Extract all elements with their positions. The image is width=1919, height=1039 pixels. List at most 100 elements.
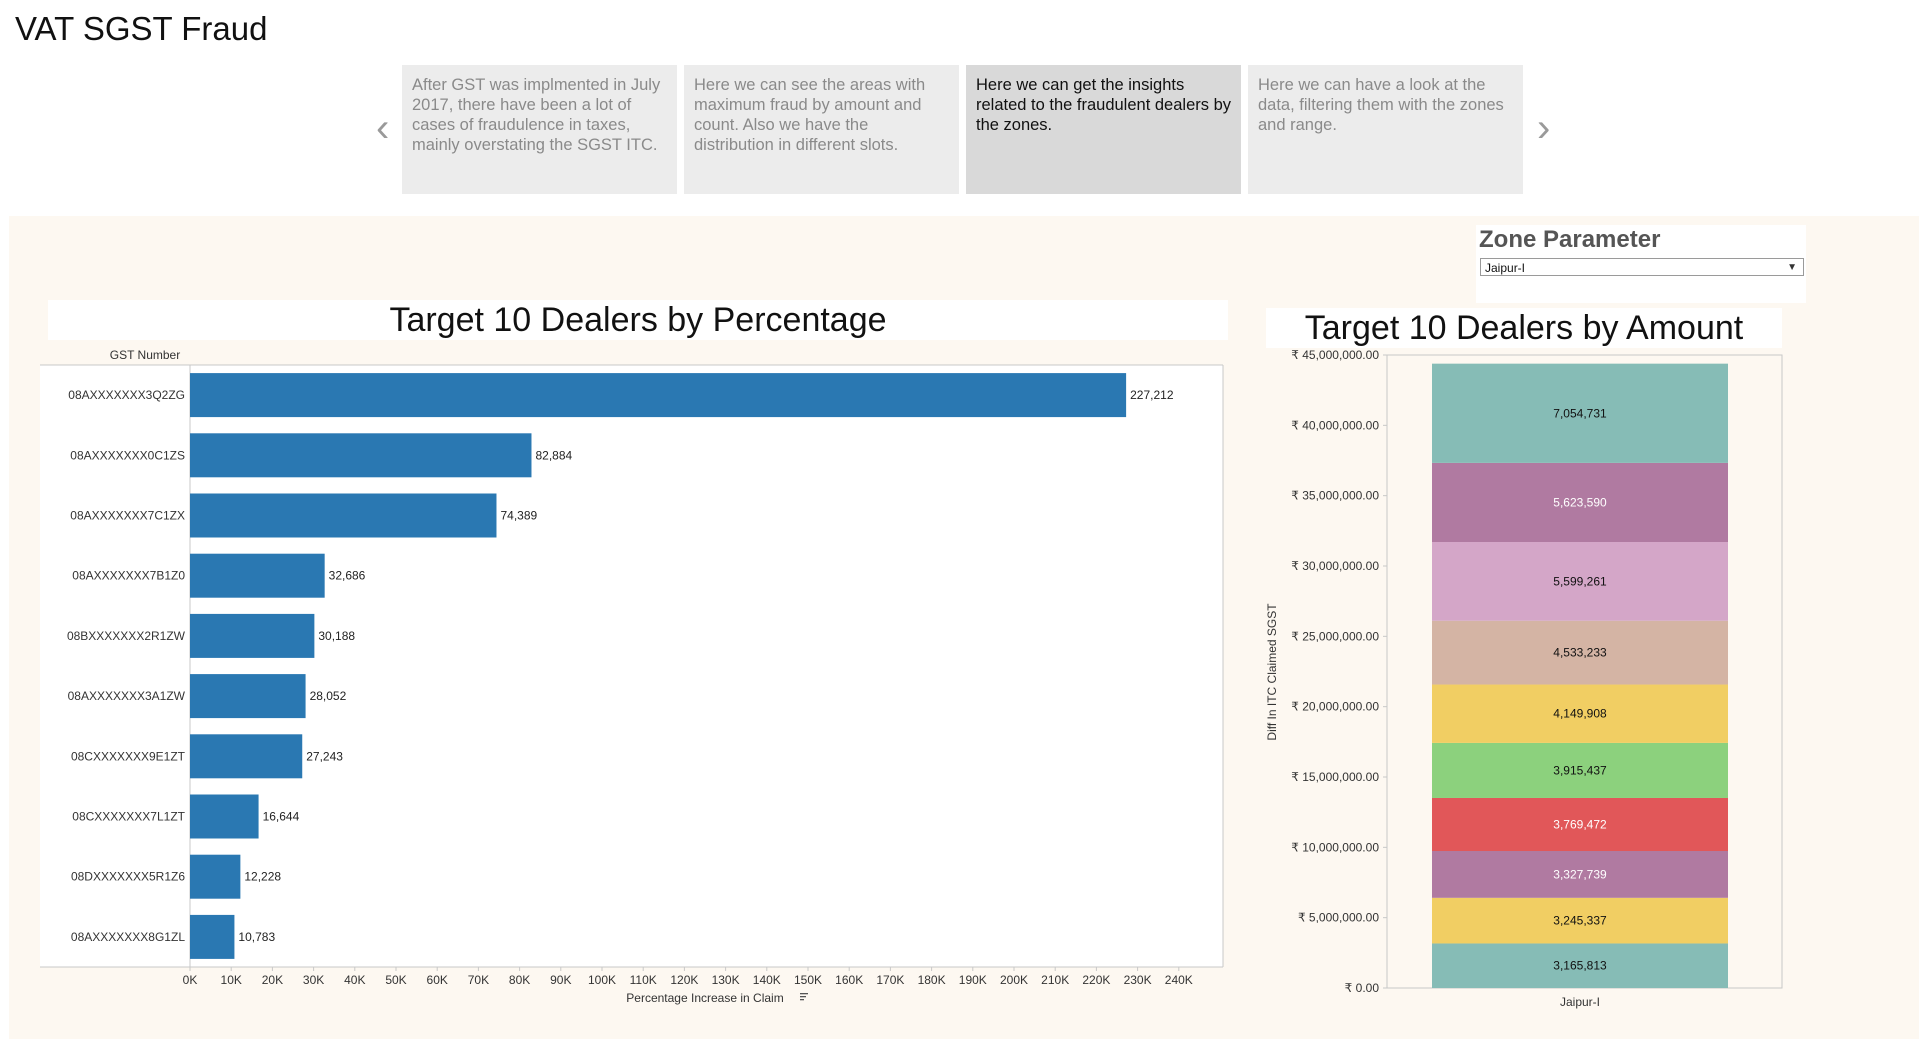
x-tick-label: 40K [344,973,365,987]
stack-segment [1432,943,1728,988]
data-label: 12,228 [244,870,281,884]
percentage-chart-title: Target 10 Dealers by Percentage [48,300,1228,340]
bar [190,373,1127,418]
y-tick-label: ₹ 40,000,000.00 [1291,418,1379,432]
stack-segment [1432,797,1728,852]
sort-icon [800,993,808,1001]
x-tick-label: 100K [588,973,616,987]
segment-label: 3,915,437 [1553,763,1607,777]
category-label: 08AXXXXXXX3Q2ZG [68,388,185,402]
chevron-left-icon[interactable]: ‹ [376,106,390,150]
y-tick-label: ₹ 30,000,000.00 [1291,559,1379,573]
bar [190,914,235,959]
data-label: 32,686 [329,569,366,583]
bar [190,854,241,899]
category-label: 08AXXXXXXX7C1ZX [70,509,185,523]
x-tick-label: 0K [183,973,198,987]
story-point-text: Here we can get the insights related to … [976,76,1232,134]
stack-segment [1432,363,1728,463]
x-tick-label: 200K [1000,973,1028,987]
x-tick-label: 130K [712,973,740,987]
x-tick-label: 220K [1082,973,1110,987]
category-label: 08AXXXXXXX0C1ZS [70,448,185,462]
segment-label: 4,149,908 [1553,707,1607,721]
x-tick-label: 210K [1041,973,1069,987]
page-title: VAT SGST Fraud [15,10,268,47]
story-point-3[interactable]: Here we can get the insights related to … [966,65,1241,194]
amount-chart-title: Target 10 Dealers by Amount [1266,308,1782,348]
x-tick-label: 160K [835,973,863,987]
stack-segment [1432,684,1728,743]
x-tick-label: 110K [630,973,657,987]
story-point-2[interactable]: Here we can see the areas with maximum f… [684,65,959,194]
story-point-text: Here we can have a look at the data, fil… [1258,76,1504,134]
stack-segment [1432,897,1728,944]
category-label: 08AXXXXXXX3A1ZW [68,689,186,703]
stack-segment [1432,541,1728,621]
category-label: 08CXXXXXXX9E1ZT [71,749,186,763]
x-tick-label: 230K [1124,973,1152,987]
stack-segment [1432,742,1728,798]
bar [190,734,303,779]
x-tick-label: 170K [876,973,904,987]
data-label: 10,783 [238,930,275,944]
x-tick-label: 240K [1165,973,1193,987]
category-label: 08AXXXXXXX8G1ZL [71,930,185,944]
segment-label: 3,769,472 [1553,817,1607,831]
bar [190,794,259,839]
y-tick-label: ₹ 15,000,000.00 [1291,770,1379,784]
stack-segment [1432,620,1728,685]
bar [190,553,325,598]
x-axis-title: Percentage Increase in Claim [626,991,783,1005]
segment-label: 3,245,337 [1553,914,1607,928]
data-label: 30,188 [318,629,355,643]
x-tick-label: 50K [385,973,406,987]
data-label: 82,884 [535,448,572,462]
category-label: 08AXXXXXXX7B1Z0 [72,569,185,583]
y-tick-label: ₹ 35,000,000.00 [1291,489,1379,503]
segment-label: 4,533,233 [1553,646,1607,660]
category-label: 08DXXXXXXX5R1Z6 [71,870,185,884]
y-tick-label: ₹ 0.00 [1345,981,1380,995]
data-label: 27,243 [306,749,343,763]
data-label: 28,052 [310,689,347,703]
x-tick-label: 10K [221,973,242,987]
segment-label: 7,054,731 [1553,406,1607,420]
category-label: 08CXXXXXXX7L1ZT [72,810,185,824]
zone-parameter-control: Zone Parameter Jaipur-I ▼ [1476,225,1806,303]
x-tick-label: 20K [262,973,283,987]
bar [190,493,497,538]
percentage-bar-chart: GST Number 08AXXXXXXX3Q2ZG 227,212 08AXXXXX… [40,348,1224,1005]
amount-stacked-bar-chart: ₹ 0.00 ₹ 5,000,000.00 ₹ 10,000,000.00 ₹ 15,… [1265,350,1783,1009]
x-tick-label: 140K [753,973,781,987]
x-category-label: Jaipur-I [1560,995,1600,1009]
bar [190,674,306,719]
y-axis-title: Diff In ITC Claimed SGST [1265,603,1279,741]
chevron-right-icon[interactable]: › [1537,106,1551,150]
bar [190,613,315,658]
segment-label: 5,623,590 [1553,495,1607,509]
segment-label: 3,165,813 [1553,959,1607,973]
y-tick-label: ₹ 45,000,000.00 [1291,350,1379,362]
category-label: 08BXXXXXXX2R1ZW [67,629,186,643]
story-point-4[interactable]: Here we can have a look at the data, fil… [1248,65,1523,194]
story-point-1[interactable]: After GST was implmented in July 2017, t… [402,65,677,194]
x-tick-label: 180K [918,973,946,987]
stack-segment [1432,462,1728,542]
segment-label: 5,599,261 [1553,574,1607,588]
story-point-text: Here we can see the areas with maximum f… [694,76,926,154]
y-tick-label: ₹ 20,000,000.00 [1291,700,1379,714]
x-tick-label: 30K [303,973,324,987]
bar [190,433,532,478]
x-tick-label: 190K [959,973,987,987]
zone-selected-value: Jaipur-I [1485,261,1526,275]
data-label: 74,389 [500,509,537,523]
zone-parameter-dropdown[interactable]: Jaipur-I ▼ [1480,258,1804,276]
stack-segment [1432,851,1728,898]
dropdown-arrow-icon: ▼ [1787,262,1797,273]
x-tick-label: 80K [509,973,530,987]
segment-label: 3,327,739 [1553,867,1607,881]
story-point-text: After GST was implmented in July 2017, t… [412,76,661,154]
x-tick-label: 150K [794,973,822,987]
y-tick-label: ₹ 25,000,000.00 [1291,629,1379,643]
